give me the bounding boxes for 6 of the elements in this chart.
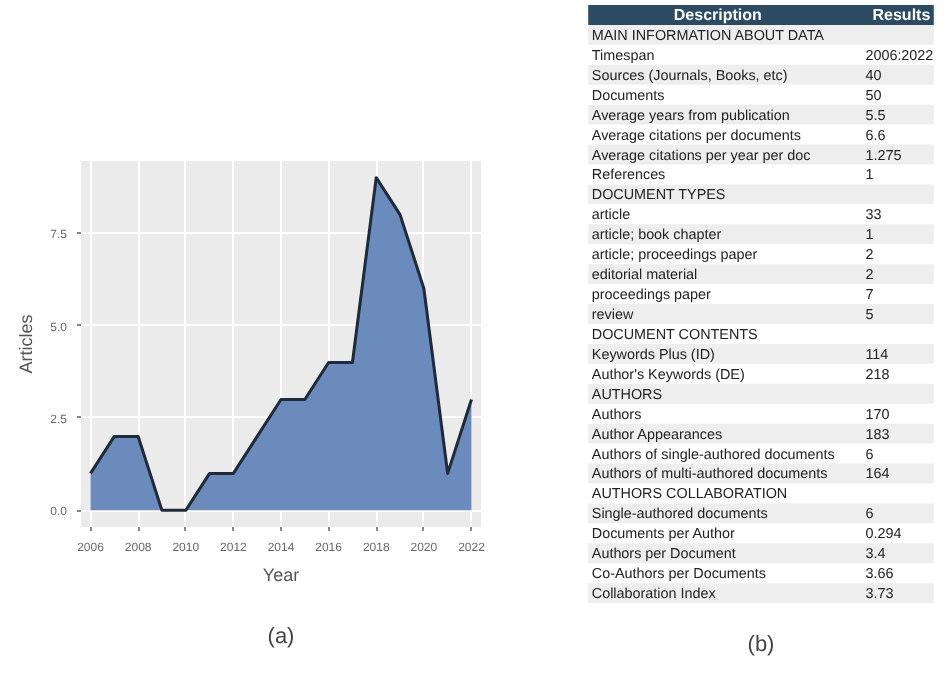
text: Description xyxy=(673,5,763,24)
text: Results xyxy=(872,5,932,24)
text: (a) xyxy=(267,625,295,649)
y-axis-title: Articles xyxy=(16,313,37,374)
x-axis-title: Year xyxy=(262,565,300,585)
text: (b) xyxy=(747,633,775,657)
